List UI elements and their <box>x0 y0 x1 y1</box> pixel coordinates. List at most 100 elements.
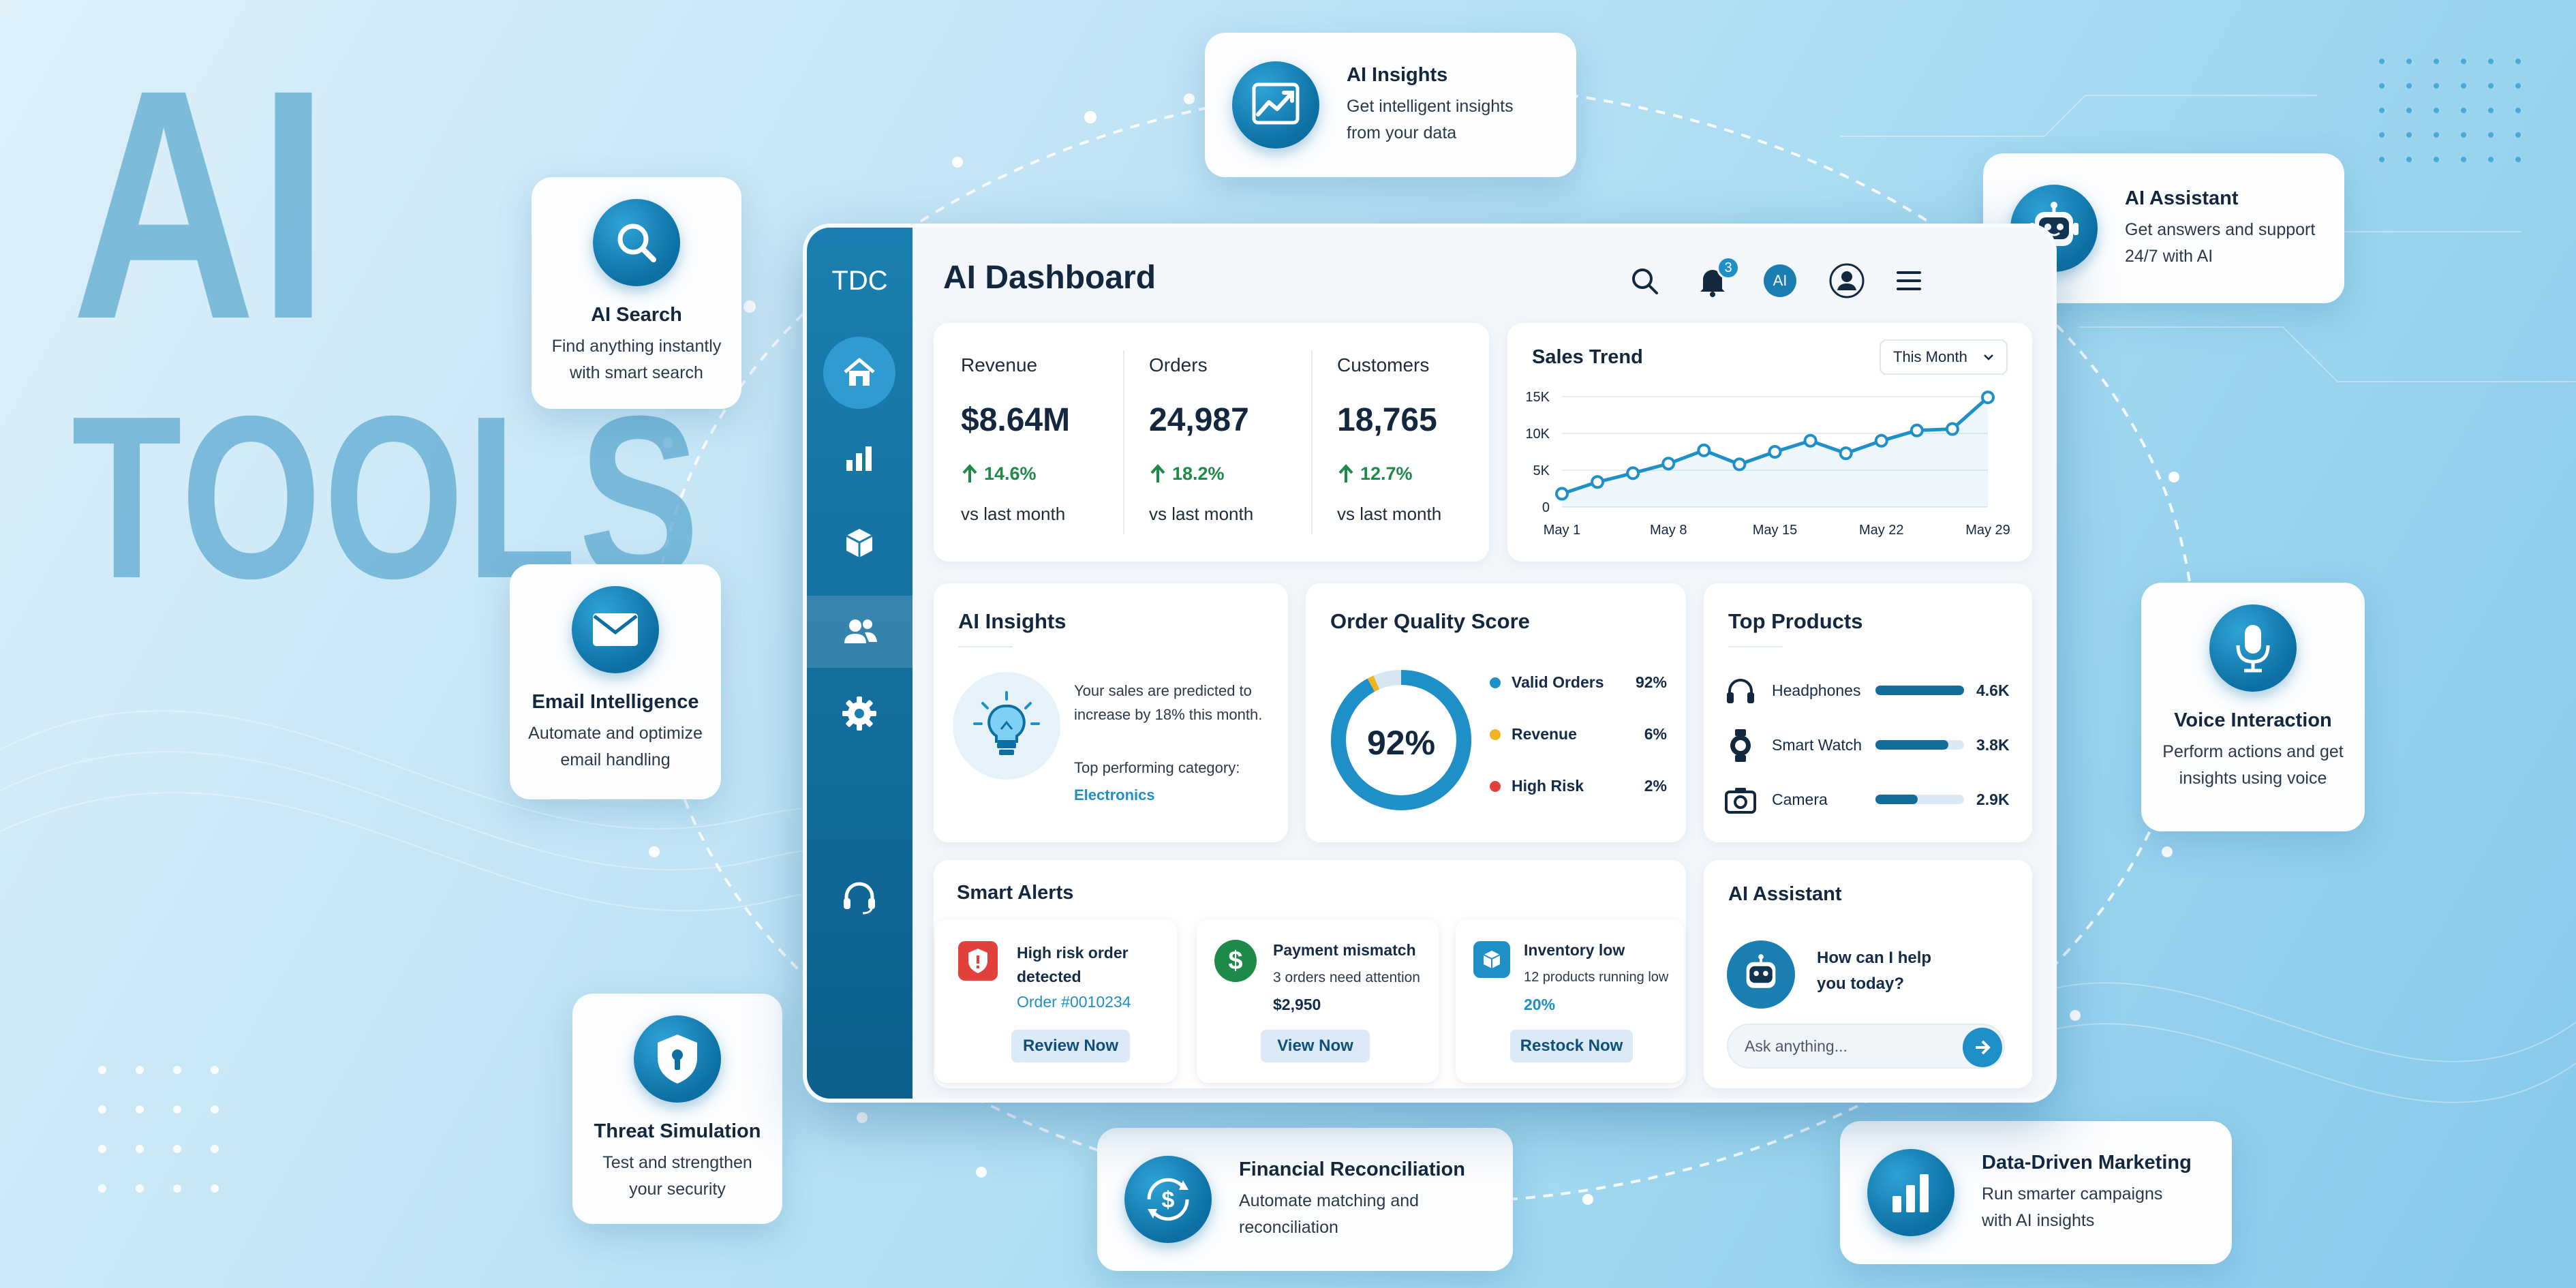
title-underline <box>958 646 1013 647</box>
product-value: 4.6K <box>1976 681 2010 699</box>
product-row[interactable]: Camera 2.9K <box>1724 781 2010 822</box>
y-tick-label: 15K <box>1525 390 1550 405</box>
x-tick-label: May 15 <box>1753 523 1798 538</box>
assistant-greeting: How can I help you today? <box>1817 949 1932 994</box>
feature-card-ai-insights[interactable]: AI Insights Get intelligent insights fro… <box>1205 33 1576 177</box>
send-button[interactable] <box>1963 1028 2002 1067</box>
feature-desc: Get intelligent insights from your data <box>1347 96 1514 142</box>
kpi-sub: vs last month <box>1337 504 1442 524</box>
alert-title: High risk order detected <box>1017 944 1129 985</box>
product-bar-track <box>1875 686 1964 695</box>
home-icon <box>844 358 875 386</box>
kpi-customers: Customers 18,765 12.7% vs last month <box>1310 323 1488 562</box>
feature-card-ai-search[interactable]: AI Search Find anything instantly with s… <box>532 177 741 409</box>
legend-dot <box>1490 677 1501 688</box>
trend-point <box>1839 446 1853 461</box>
kpi-value: 18,765 <box>1337 402 1437 438</box>
arrow-up-icon <box>1150 464 1165 482</box>
ai-badge[interactable]: AI <box>1764 264 1796 297</box>
nav-products[interactable] <box>823 507 895 579</box>
user-avatar-icon[interactable] <box>1829 263 1865 298</box>
ai-assistant-panel: AI Assistant How can I help you today? A… <box>1704 860 2032 1088</box>
period-dropdown[interactable]: This Month <box>1880 339 2008 375</box>
kpi-value: 24,987 <box>1149 402 1249 438</box>
feature-title: Data-Driven Marketing <box>1982 1151 2192 1174</box>
kpi-revenue: Revenue $8.64M 14.6% vs last month <box>934 323 1119 562</box>
nav-customers[interactable] <box>807 596 913 668</box>
chevron-down-icon <box>1984 354 1993 361</box>
legend-label: High Risk <box>1512 777 1584 795</box>
top-products-panel: Top Products Headphones 4.6K Smart Watch… <box>1704 583 2032 842</box>
period-value: This Month <box>1893 348 1967 365</box>
alert-value: $2,950 <box>1273 996 1321 1013</box>
trend-point <box>1768 445 1782 459</box>
nav-settings[interactable] <box>823 677 895 750</box>
alert-detail: 3 orders need attention <box>1273 970 1420 985</box>
alert-card[interactable]: Inventory low 12 products running low 20… <box>1456 919 1684 1083</box>
legend-value: 2% <box>1644 777 1667 795</box>
bell-icon[interactable] <box>1695 263 1730 298</box>
feature-card-data-driven-marketing[interactable]: Data-Driven Marketing Run smarter campai… <box>1840 1121 2232 1264</box>
cube-icon <box>846 529 873 557</box>
shield-lock-icon <box>634 1015 721 1103</box>
panel-title: AI Assistant <box>1728 883 1842 905</box>
nav-support[interactable] <box>823 861 895 934</box>
trend-point <box>1732 457 1747 472</box>
kpi-sub: vs last month <box>1149 504 1254 524</box>
trend-point <box>1945 422 1959 436</box>
product-row[interactable]: Headphones 4.6K <box>1724 672 2010 713</box>
legend-row: High Risk 2% <box>1490 777 1667 829</box>
feature-desc: Automate and optimize email handling <box>528 724 703 769</box>
menu-icon[interactable] <box>1894 267 1924 294</box>
hero-title-ai: AI <box>72 21 331 387</box>
feature-title: Voice Interaction <box>2174 709 2332 731</box>
feature-card-email-intelligence[interactable]: Email Intelligence Automate and optimize… <box>510 564 721 799</box>
alert-card[interactable]: High risk order detected Order #0010234 … <box>935 919 1177 1083</box>
view-now-button[interactable]: View Now <box>1261 1030 1370 1062</box>
assistant-input[interactable]: Ask anything... <box>1727 1024 2005 1069</box>
panel-title: Sales Trend <box>1532 346 1643 368</box>
feature-desc: Find anything instantly with smart searc… <box>551 337 722 382</box>
trend-point <box>1910 423 1924 438</box>
feature-card-threat-simulation[interactable]: Threat Simulation Test and strengthen yo… <box>572 994 782 1224</box>
product-row[interactable]: Smart Watch 3.8K <box>1724 726 2010 767</box>
nav-home[interactable] <box>823 337 895 409</box>
watch-icon <box>1730 729 1751 762</box>
restock-now-button[interactable]: Restock Now <box>1510 1030 1633 1062</box>
product-value: 2.9K <box>1976 791 2010 808</box>
alert-card[interactable]: $ Payment mismatch 3 orders need attenti… <box>1197 919 1439 1083</box>
insight-category-link[interactable]: Electronics <box>1074 786 1155 803</box>
x-tick-label: May 22 <box>1859 523 1904 538</box>
kpi-panel: Revenue $8.64M 14.6% vs last month Order… <box>934 323 1489 562</box>
ai-insights-panel: AI Insights Your sales are predicted to … <box>934 583 1288 842</box>
search-icon[interactable] <box>1628 264 1662 298</box>
bar-chart-icon <box>1867 1149 1954 1236</box>
feature-title: AI Insights <box>1347 63 1448 86</box>
kpi-label: Orders <box>1149 354 1208 375</box>
legend-label: Valid Orders <box>1512 673 1604 691</box>
trend-point <box>1803 433 1818 448</box>
alert-value: 20% <box>1524 996 1556 1013</box>
nav-analytics[interactable] <box>823 422 895 494</box>
feature-card-voice-interaction[interactable]: Voice Interaction Perform actions and ge… <box>2141 583 2365 831</box>
feature-title: Email Intelligence <box>532 691 699 713</box>
order-quality-panel: Order Quality Score 92% Valid Orders 92%… <box>1306 583 1686 842</box>
feature-card-financial-reconciliation[interactable]: $ Financial Reconciliation Automate matc… <box>1097 1128 1513 1271</box>
headset-icon <box>844 882 875 915</box>
product-bar-fill <box>1875 795 1918 804</box>
x-tick-label: May 29 <box>1965 523 2010 538</box>
sidebar: TDC <box>807 228 913 1099</box>
kpi-value: $8.64M <box>961 402 1071 438</box>
alert-title: Inventory low <box>1524 941 1625 959</box>
kpi-label: Customers <box>1337 354 1430 375</box>
svg-text:$: $ <box>1162 1187 1175 1213</box>
gear-icon <box>842 696 876 731</box>
alert-shield-icon <box>958 941 998 981</box>
y-tick-label: 0 <box>1542 500 1550 515</box>
divider <box>1311 350 1313 534</box>
chart-up-icon <box>1232 61 1319 149</box>
review-now-button[interactable]: Review Now <box>1011 1030 1130 1062</box>
x-tick-label: May 1 <box>1544 523 1580 538</box>
search-icon <box>593 199 680 286</box>
product-name: Smart Watch <box>1772 736 1862 754</box>
